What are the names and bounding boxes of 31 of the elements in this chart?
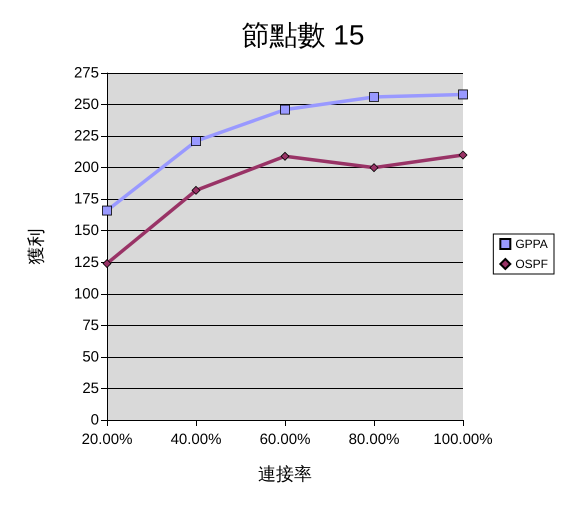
point bbox=[192, 186, 200, 195]
point bbox=[458, 150, 468, 160]
y-tick-label: 250 bbox=[74, 96, 99, 114]
x-tick-label: 100.00% bbox=[433, 431, 493, 448]
legend-label: OSPF bbox=[515, 257, 548, 271]
y-tick-label: 125 bbox=[74, 254, 99, 271]
chart-title: 節點數 15 bbox=[242, 20, 364, 50]
y-tick-label: 100 bbox=[74, 285, 99, 302]
point bbox=[369, 92, 379, 102]
y-tick-label: 225 bbox=[74, 128, 99, 145]
point bbox=[370, 163, 378, 172]
y-tick-label: 175 bbox=[74, 190, 99, 208]
point bbox=[280, 152, 290, 161]
y-axis-title: 獲利 bbox=[26, 228, 46, 264]
y-tick-label: 275 bbox=[74, 64, 99, 82]
y-tick-label: 200 bbox=[74, 159, 99, 176]
point bbox=[102, 206, 112, 216]
y-tick-label: 150 bbox=[74, 222, 99, 240]
point bbox=[191, 136, 201, 146]
x-tick-label: 80.00% bbox=[348, 431, 400, 448]
x-tick-label: 20.00% bbox=[82, 431, 132, 448]
x-tick-label: 40.00% bbox=[170, 431, 222, 448]
y-tick-label: 25 bbox=[82, 380, 99, 397]
point bbox=[458, 90, 468, 100]
y-tick-label: 50 bbox=[82, 348, 99, 366]
x-tick-label: 60.00% bbox=[260, 431, 310, 448]
x-axis-title: 連接率 bbox=[258, 464, 312, 484]
y-tick-label: 0 bbox=[90, 412, 99, 428]
point bbox=[280, 104, 290, 114]
y-tick-label: 75 bbox=[82, 316, 99, 334]
legend-label: GPPA bbox=[515, 237, 548, 251]
